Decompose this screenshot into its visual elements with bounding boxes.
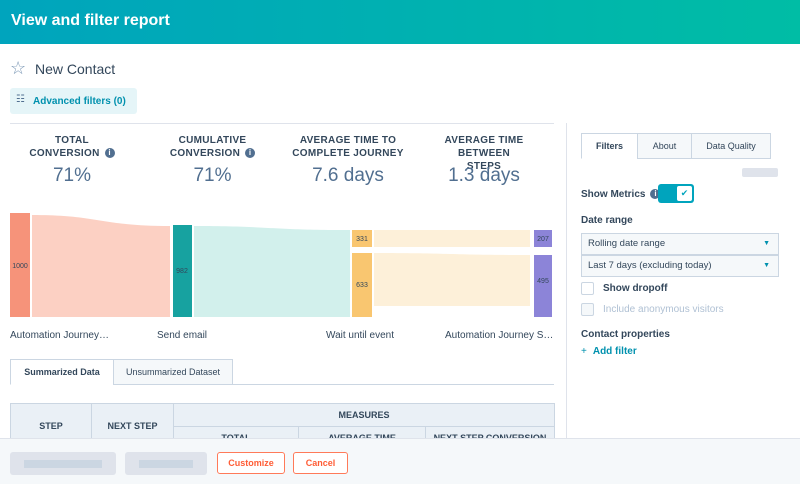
kpi-value: 7.6 days xyxy=(312,165,384,186)
customize-button[interactable]: Customize xyxy=(217,452,285,474)
node-value: 633 xyxy=(356,282,368,289)
divider xyxy=(10,123,554,124)
node-value: 495 xyxy=(537,278,549,285)
tab[interactable]: Summarized Data xyxy=(10,359,114,385)
caret: ▼ xyxy=(763,262,770,269)
kpi-label: CUMULATIVE CONVERSION i xyxy=(160,134,265,160)
flow xyxy=(194,226,350,317)
node-value: 1000 xyxy=(12,263,28,270)
node[interactable] xyxy=(534,255,552,317)
checkbox[interactable] xyxy=(581,303,594,316)
node[interactable] xyxy=(10,213,30,317)
placeholder xyxy=(24,460,102,468)
kpi-value: 1.3 days xyxy=(448,165,520,186)
placeholder xyxy=(742,168,778,177)
kpi-label-text: AVERAGE TIME TO COMPLETE JOURNEY xyxy=(292,135,404,159)
kpi-value: 71% xyxy=(193,165,232,186)
label: Contact properties xyxy=(581,329,670,340)
placeholder-button[interactable] xyxy=(125,452,207,475)
flow xyxy=(374,253,530,306)
report-name: New Contact xyxy=(35,61,116,77)
stage-label: Automation Journey… xyxy=(10,330,109,341)
toggle[interactable]: ✔ xyxy=(658,184,694,203)
tab[interactable]: About xyxy=(637,133,692,159)
info-icon[interactable]: i xyxy=(650,189,661,200)
stage-label: Wait until event xyxy=(326,330,394,341)
divider xyxy=(566,123,567,438)
node[interactable] xyxy=(534,230,552,247)
node[interactable] xyxy=(173,225,192,317)
info-icon[interactable]: i xyxy=(104,148,115,159)
header xyxy=(0,0,800,44)
info-icon[interactable]: i xyxy=(245,148,256,159)
caret: ▼ xyxy=(763,240,770,247)
divider xyxy=(232,384,554,385)
label: Date range xyxy=(581,215,633,226)
select[interactable]: Last 7 days (excluding today) ▼ xyxy=(581,255,779,277)
link-text: Add filter xyxy=(592,346,637,357)
sankey: 1000 982 331 633 207 495 xyxy=(10,213,552,317)
stage-label: Automation Journey S… xyxy=(445,330,554,341)
kpi-value: 71% xyxy=(52,165,92,186)
advanced-filters-button[interactable]: ☷ Advanced filters (0) xyxy=(10,88,137,114)
label: Show dropoff xyxy=(603,283,668,294)
checkbox[interactable] xyxy=(581,282,594,295)
flow xyxy=(32,215,170,317)
placeholder-button[interactable] xyxy=(10,452,116,475)
node[interactable] xyxy=(352,230,372,247)
node-value: 982 xyxy=(176,268,188,275)
select-text: Last 7 days (excluding today) xyxy=(588,260,712,271)
kpi-label: TOTAL CONVERSION i xyxy=(22,134,122,160)
node[interactable] xyxy=(352,253,372,317)
plus-icon: + xyxy=(581,346,587,357)
label: Include anonymous visitors xyxy=(603,304,724,315)
toggle-knob: ✔ xyxy=(677,186,692,201)
tab[interactable]: Filters xyxy=(581,133,638,159)
footer xyxy=(0,438,800,484)
label: Show Metrics i xyxy=(581,189,661,200)
filter-icon: ☷ xyxy=(16,94,25,105)
label-text: Show Metrics xyxy=(581,189,646,200)
flow xyxy=(374,230,530,247)
stage-label: Send email xyxy=(157,330,208,341)
select-text: Rolling date range xyxy=(588,238,666,249)
node-value: 207 xyxy=(537,236,549,243)
kpi-label: AVERAGE TIME BETWEEN STEPS xyxy=(440,134,528,173)
cancel-button[interactable]: Cancel xyxy=(293,452,348,474)
placeholder xyxy=(139,460,193,468)
star-icon[interactable]: ☆ xyxy=(10,58,27,78)
tab[interactable]: Unsummarized Dataset xyxy=(113,359,233,385)
kpi-label-text: CUMULATIVE CONVERSION xyxy=(169,135,247,159)
title: View and filter report xyxy=(11,12,170,29)
kpi-label-text: TOTAL CONVERSION xyxy=(29,135,100,159)
kpi-label: AVERAGE TIME TO COMPLETE JOURNEY xyxy=(288,134,408,160)
kpi-label-text: AVERAGE TIME BETWEEN STEPS xyxy=(444,135,524,172)
node-value: 331 xyxy=(356,236,368,243)
column-header: MEASURES xyxy=(173,403,555,427)
select[interactable]: Rolling date range ▼ xyxy=(581,233,779,255)
tab[interactable]: Data Quality xyxy=(691,133,771,159)
button-label: Advanced filters (0) xyxy=(33,96,126,107)
add-filter-link[interactable]: + Add filter xyxy=(581,346,637,357)
